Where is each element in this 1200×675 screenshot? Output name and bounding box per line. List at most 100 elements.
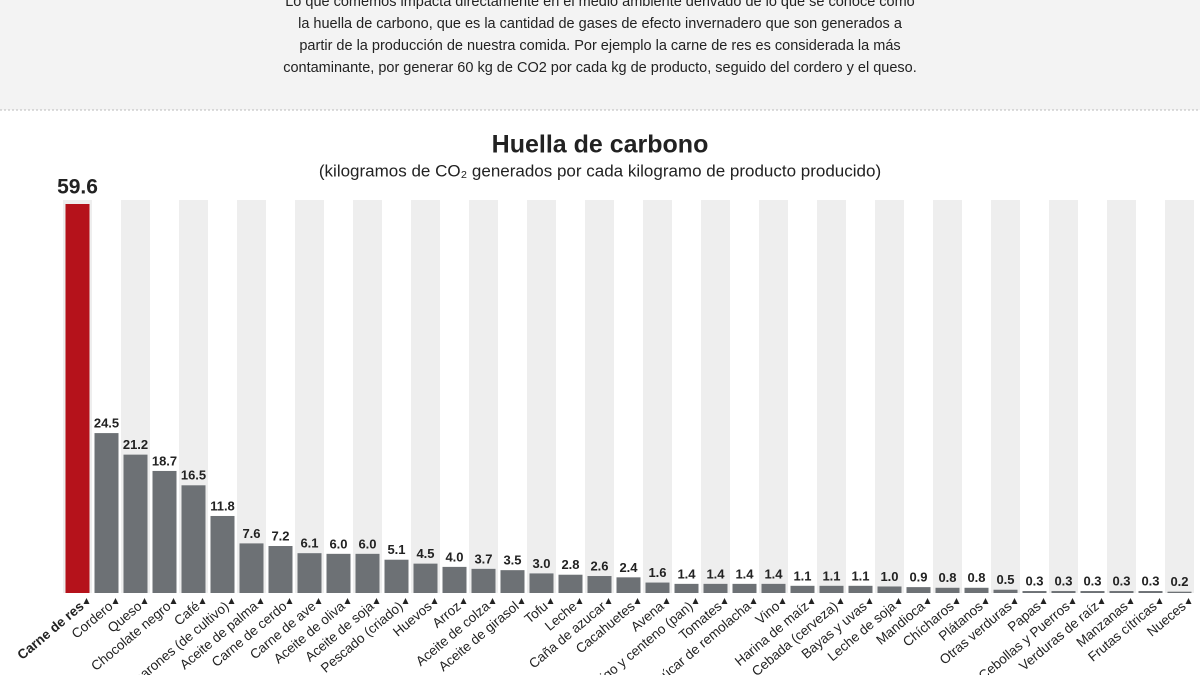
column-stripe [469, 200, 498, 593]
column-stripe [1165, 200, 1194, 593]
bar [355, 553, 380, 593]
bar [761, 583, 786, 593]
bar [297, 553, 322, 593]
value-label: 0.3 [1054, 573, 1072, 588]
value-label: 3.5 [503, 553, 521, 568]
value-label: 59.6 [57, 176, 98, 199]
bar [65, 204, 90, 593]
value-label: 4.5 [416, 546, 434, 561]
value-label: 7.6 [242, 526, 260, 541]
value-label: 0.3 [1083, 573, 1101, 588]
bar [442, 566, 467, 593]
tick-triangle [1185, 598, 1192, 604]
value-label: 0.9 [909, 570, 927, 585]
tick-triangle [982, 598, 989, 604]
value-label: 21.2 [123, 437, 148, 452]
bar [500, 570, 525, 593]
bar [94, 433, 119, 593]
tick-triangle [489, 598, 496, 604]
value-label: 4.0 [445, 549, 463, 564]
column-stripe [991, 200, 1020, 593]
value-label: 0.8 [938, 570, 956, 585]
value-label: 1.4 [706, 566, 725, 581]
tick-triangle [344, 598, 351, 604]
header-background [0, 0, 1200, 110]
bar [732, 583, 757, 593]
tick-triangle [924, 598, 931, 604]
value-label: 24.5 [94, 416, 119, 431]
bar [616, 577, 641, 593]
value-label: 0.2 [1170, 574, 1188, 589]
tick-triangle [315, 598, 322, 604]
intro: Lo que comemos impacta directamente en e… [283, 0, 917, 76]
value-label: 2.4 [619, 560, 638, 575]
value-label: 6.1 [300, 536, 318, 551]
value-label: 6.0 [358, 536, 376, 551]
value-label: 1.4 [764, 566, 783, 581]
value-label: 0.3 [1141, 573, 1159, 588]
tick-triangle [373, 598, 380, 604]
value-label: 0.3 [1025, 573, 1043, 588]
tick-triangle [634, 598, 641, 604]
bar [558, 574, 583, 593]
bar [268, 546, 293, 593]
value-label: 16.5 [181, 468, 206, 483]
value-label: 1.1 [822, 568, 840, 583]
tick-triangle [837, 598, 844, 604]
bar [384, 559, 409, 593]
value-label: 1.1 [793, 568, 811, 583]
bar [1080, 591, 1105, 593]
tick-triangle [83, 598, 90, 604]
bar [819, 585, 844, 593]
bar [123, 454, 148, 593]
column-stripe [643, 200, 672, 593]
tick-triangle [228, 598, 235, 604]
tick-triangle [1011, 598, 1018, 604]
column-stripe [527, 200, 556, 593]
tick-triangle [779, 598, 786, 604]
value-label: 18.7 [152, 453, 177, 468]
bar [993, 589, 1018, 593]
intro-line: partir de la producción de nuestra comid… [299, 38, 900, 54]
value-label: 5.1 [387, 542, 405, 557]
tick-triangle [547, 598, 554, 604]
tick-triangle [1069, 598, 1076, 604]
bar [1167, 591, 1192, 593]
tick-triangle [895, 598, 902, 604]
bar [1022, 591, 1047, 593]
intro-line: la huella de carbono, que es la cantidad… [298, 16, 903, 32]
bar [877, 586, 902, 593]
value-label: 0.8 [967, 570, 985, 585]
column-stripe [933, 200, 962, 593]
tick-triangle [576, 598, 583, 604]
column-stripe [295, 200, 324, 593]
tick-triangle [518, 598, 525, 604]
bar [181, 485, 206, 593]
tick-triangle [663, 598, 670, 604]
tick-triangle [721, 598, 728, 604]
bar [326, 553, 351, 593]
column-stripe [585, 200, 614, 593]
tick-triangle [692, 598, 699, 604]
column-stripe [353, 200, 382, 593]
bar [790, 585, 815, 593]
column-stripe [411, 200, 440, 593]
tick-triangle [402, 598, 409, 604]
column-stripe [875, 200, 904, 593]
bar [703, 583, 728, 593]
value-label: 2.8 [561, 557, 579, 572]
value-label: 0.5 [996, 572, 1014, 587]
value-label: 11.8 [210, 498, 235, 513]
value-label: 1.4 [677, 566, 696, 581]
value-label: 2.6 [590, 558, 608, 573]
column-stripe [1107, 200, 1136, 593]
column-stripe [701, 200, 730, 593]
bar [529, 573, 554, 593]
value-label: 1.1 [851, 568, 869, 583]
value-label: 1.0 [880, 569, 898, 584]
tick-triangle [953, 598, 960, 604]
intro-line: contaminante, por generar 60 kg de CO2 p… [283, 60, 917, 76]
tick-triangle [199, 598, 206, 604]
tick-triangle [286, 598, 293, 604]
